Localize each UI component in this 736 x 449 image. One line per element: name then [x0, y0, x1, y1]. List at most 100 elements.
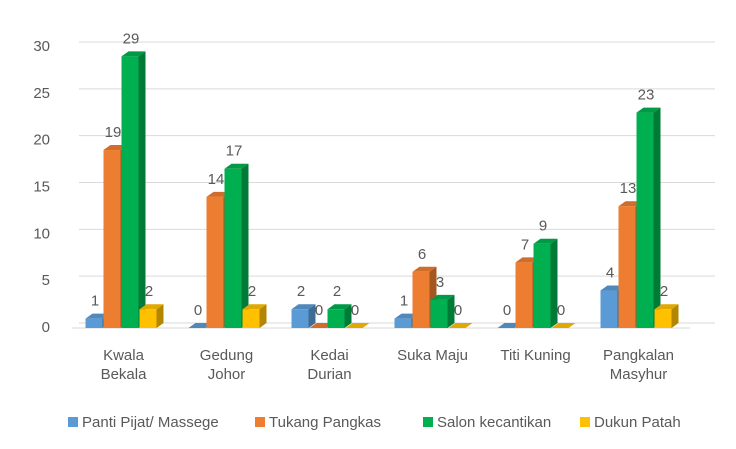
bar-side-shade: [447, 294, 455, 328]
x-tick-label: Suka Maju: [397, 347, 468, 364]
x-tick-label: Titi Kuning: [500, 347, 571, 364]
data-label: 0: [557, 302, 565, 319]
y-tick-label: 30: [33, 38, 50, 55]
y-tick-label: 25: [33, 85, 50, 102]
bar-top-shade: [139, 304, 164, 310]
bar-top-shade: [654, 304, 679, 310]
data-label: 4: [606, 265, 614, 282]
bar-side: [308, 304, 316, 328]
bar-side: [653, 107, 661, 328]
bar: [242, 304, 267, 328]
bar-top-shade: [551, 323, 576, 328]
data-label: 0: [194, 302, 202, 319]
bar-side-shade: [241, 163, 249, 328]
legend-swatch: [255, 417, 265, 427]
bar-front: [515, 262, 533, 328]
bar-front: [242, 309, 260, 328]
bar-top: [224, 163, 249, 169]
legend-swatch: [580, 417, 590, 427]
bar-side: [447, 294, 455, 328]
bar-top: [121, 51, 146, 57]
bar-front: [430, 299, 448, 328]
bar-top-shade: [224, 163, 249, 169]
legend-label: Dukun Patah: [594, 414, 681, 431]
bar-side-shade: [671, 304, 679, 328]
bar-top: [291, 304, 316, 310]
data-label: 1: [91, 293, 99, 310]
bar-top: [327, 304, 352, 310]
x-tick-label: Pangkalan Masyhur: [603, 347, 674, 383]
bar: [224, 163, 249, 328]
bar-top-shade: [448, 323, 473, 328]
bar-front: [224, 168, 242, 328]
bar: [636, 107, 661, 328]
bar-front: [394, 318, 412, 328]
bar-side: [550, 238, 558, 328]
bar-side: [671, 304, 679, 328]
legend-label: Tukang Pangkas: [269, 414, 381, 431]
data-label: 6: [418, 246, 426, 263]
bar-front: [600, 290, 618, 328]
bar: [448, 323, 473, 328]
y-tick-label: 20: [33, 132, 50, 149]
bar-top: [551, 323, 576, 328]
bar-top-shade: [121, 51, 146, 57]
bar-front: [533, 243, 551, 328]
bar-top-shade: [412, 266, 437, 272]
data-label: 2: [297, 283, 305, 300]
bar-side: [344, 304, 352, 328]
bar: [139, 304, 164, 328]
bar-top-shade: [327, 304, 352, 310]
bar: [430, 294, 455, 328]
bar-front: [636, 112, 654, 328]
data-label: 19: [105, 124, 122, 141]
bar-top: [448, 323, 473, 328]
legend-label: Salon kecantikan: [437, 414, 551, 431]
bar-front: [206, 196, 224, 328]
bar-side: [138, 51, 146, 328]
data-label: 7: [521, 236, 529, 253]
data-label: 2: [333, 283, 341, 300]
x-tick-label: Gedung Johor: [199, 347, 254, 383]
bar: [121, 51, 146, 328]
bar-top: [533, 238, 558, 244]
data-label: 0: [503, 302, 511, 319]
y-tick-label: 5: [42, 272, 50, 289]
bar-front: [139, 309, 157, 328]
bar-top-shade: [345, 323, 370, 328]
data-label: 17: [226, 143, 243, 160]
bar-side-shade: [308, 304, 316, 328]
bar-side: [259, 304, 267, 328]
y-tick-label: 15: [33, 178, 50, 195]
data-label: 2: [248, 283, 256, 300]
bar: [533, 238, 558, 328]
bar-front: [618, 206, 636, 328]
bar-side: [241, 163, 249, 328]
bar-side-shade: [138, 51, 146, 328]
bar-front: [412, 271, 430, 328]
data-label: 14: [208, 171, 225, 188]
bar-top: [345, 323, 370, 328]
bar-side: [156, 304, 164, 328]
bar: [345, 323, 370, 328]
bar-top-shade: [533, 238, 558, 244]
legend-label: Panti Pijat/ Massege: [82, 414, 219, 431]
data-label: 0: [351, 302, 359, 319]
bar-side-shade: [344, 304, 352, 328]
bar-top-shade: [636, 107, 661, 113]
x-tick-label: Kedai Durian: [307, 347, 352, 383]
bar-top: [139, 304, 164, 310]
bar-front: [85, 318, 103, 328]
bar-side-shade: [259, 304, 267, 328]
bar-top-shade: [291, 304, 316, 310]
bar: [327, 304, 352, 328]
bar-side-shade: [156, 304, 164, 328]
data-label: 2: [145, 283, 153, 300]
bar-top-shade: [430, 294, 455, 300]
bar-front: [327, 309, 345, 328]
bar-top: [430, 294, 455, 300]
bar-top-shade: [242, 304, 267, 310]
bar-front: [291, 309, 309, 328]
